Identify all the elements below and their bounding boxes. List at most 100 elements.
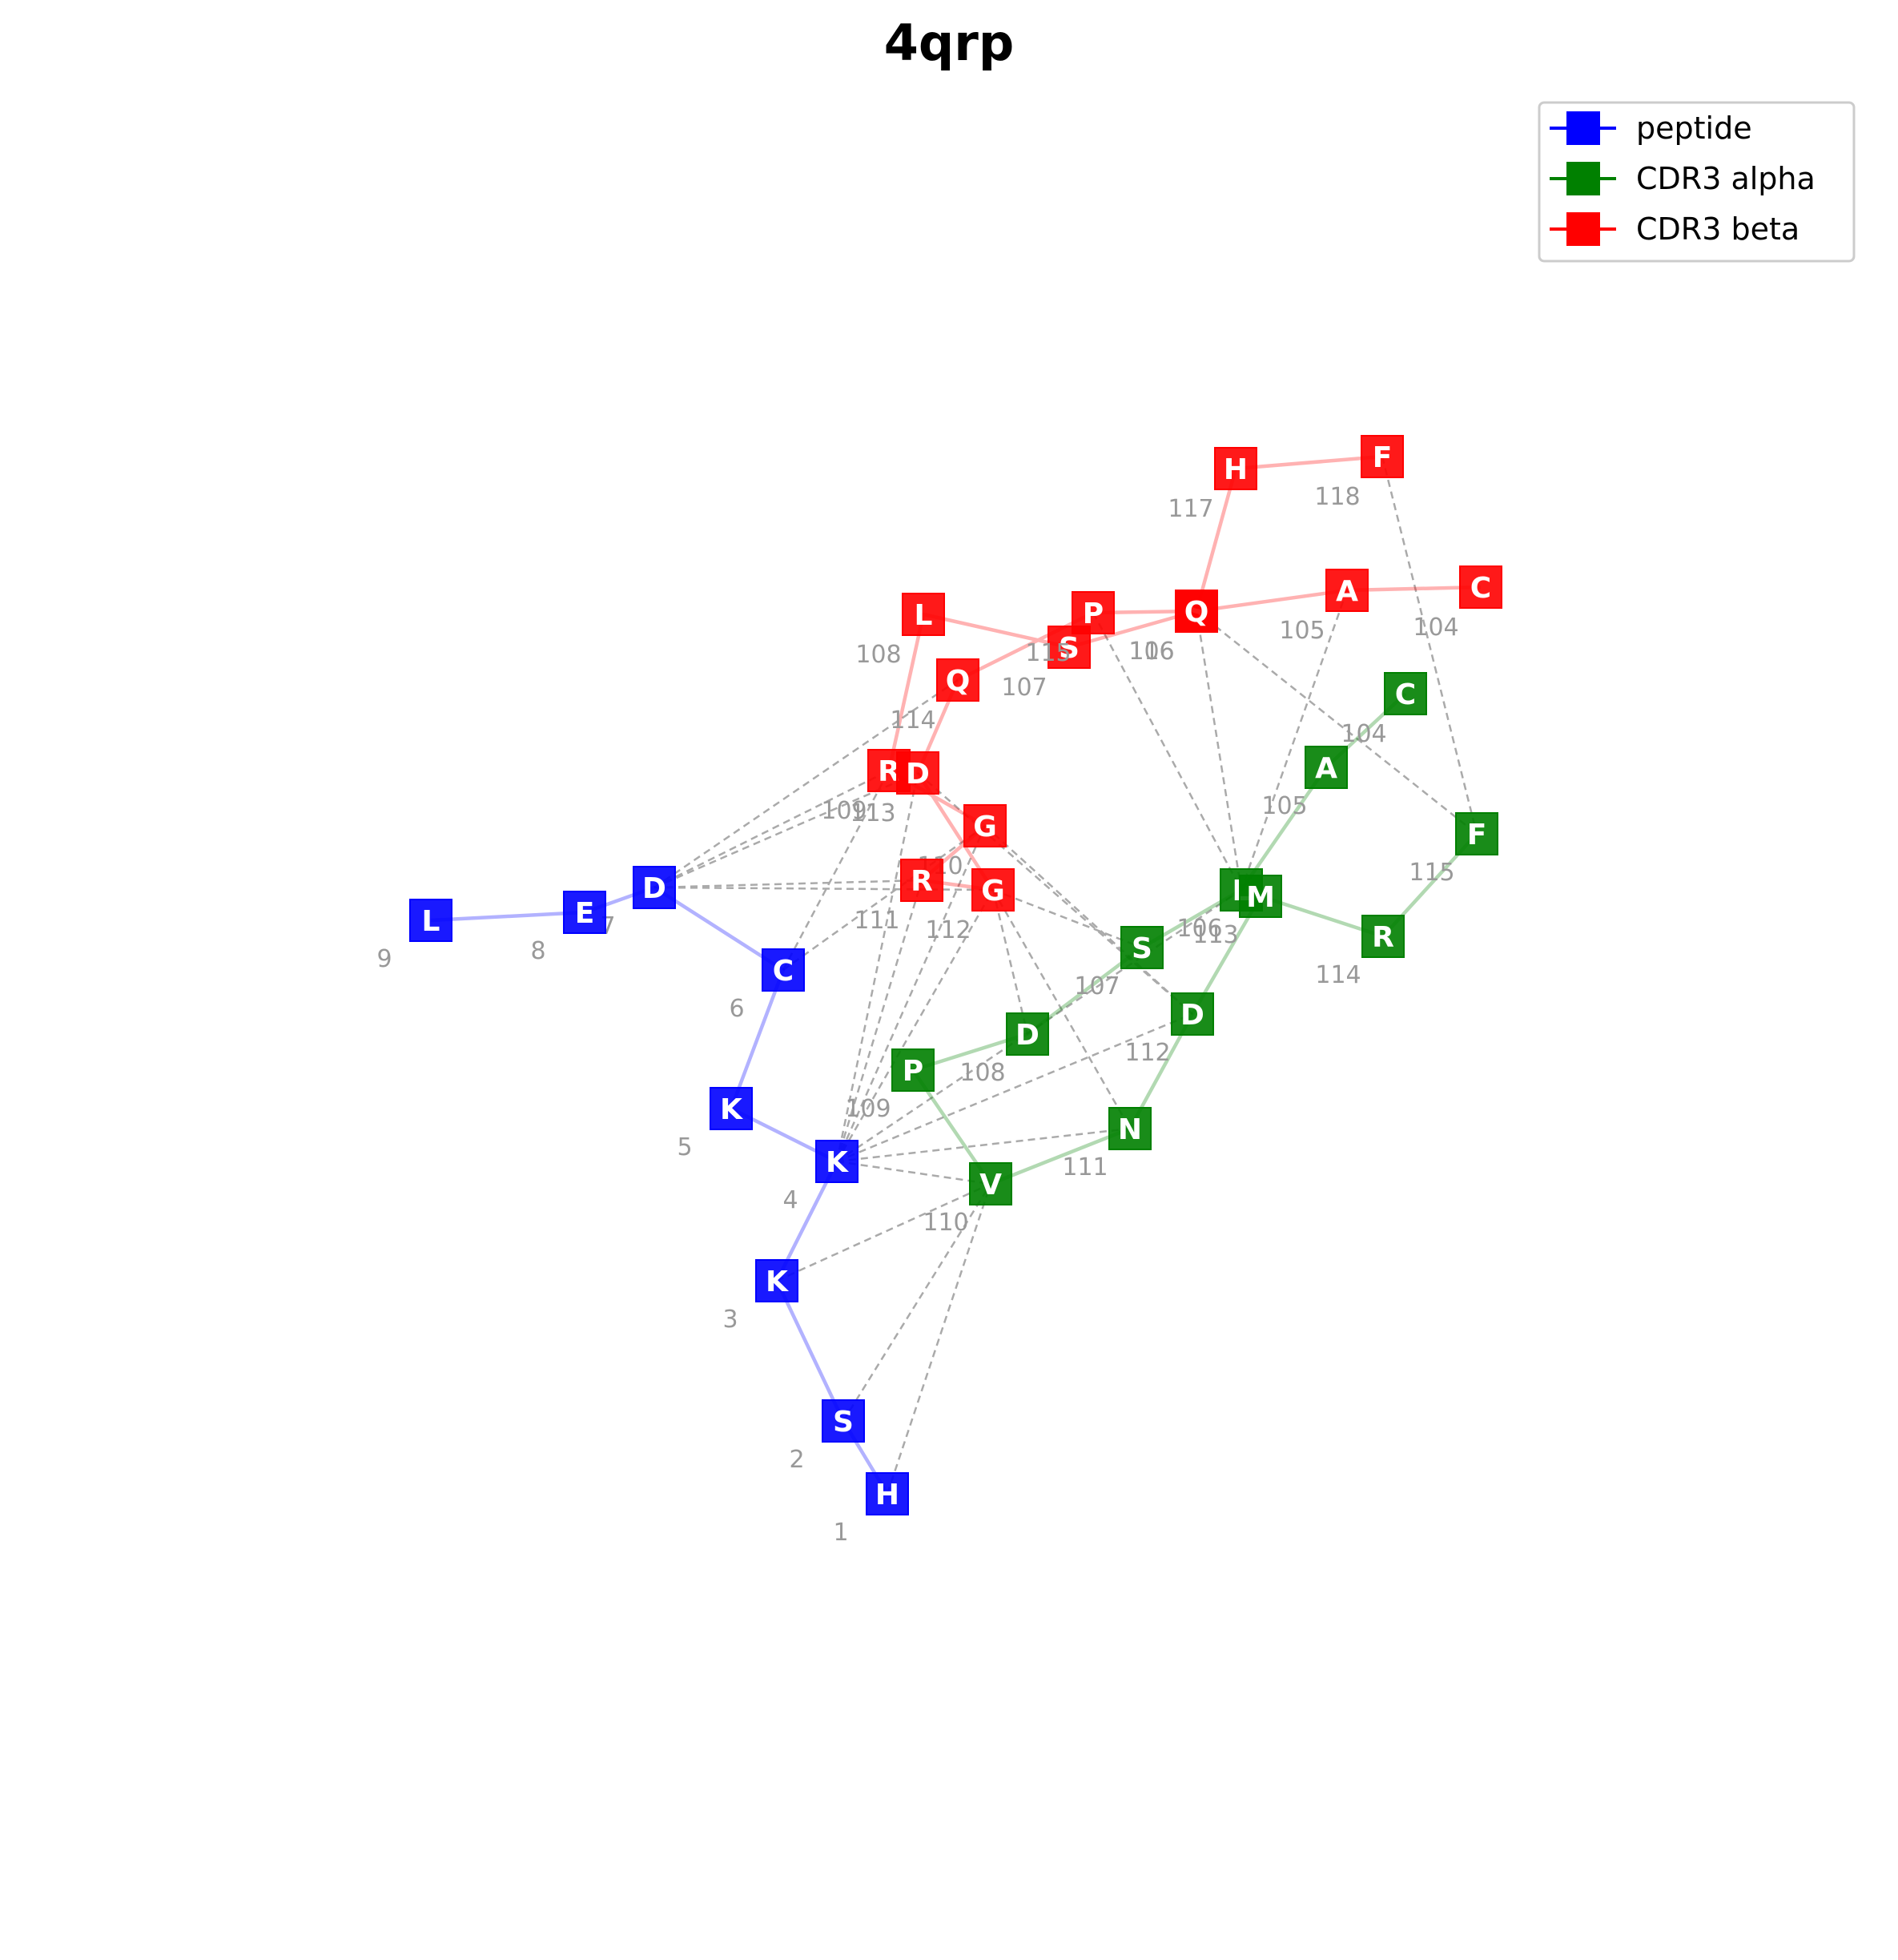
peptide-node-marker	[755, 1259, 798, 1302]
beta-node-marker	[1325, 569, 1369, 612]
alpha-node-marker	[1455, 812, 1498, 855]
beta-node-marker	[1072, 591, 1115, 634]
contact-edge-p2-a110	[842, 1183, 992, 1422]
alpha-residue-104: C 104	[1341, 672, 1427, 748]
contact-edge-b115-a106	[1092, 612, 1243, 891]
alpha-node-number: 110	[923, 1209, 968, 1237]
beta-residue-114: Q 114	[890, 658, 979, 734]
alpha-node-marker	[891, 1048, 935, 1092]
alpha-residue-105: A 105	[1261, 746, 1348, 820]
alpha-node-letter: P	[903, 1055, 923, 1088]
alpha-residue-113: M 113	[1192, 875, 1282, 949]
alpha-node-marker	[1361, 915, 1405, 958]
alpha-residue-111: N 111	[1062, 1107, 1152, 1181]
peptide-node-letter: D	[642, 872, 666, 905]
beta-node-marker	[1361, 435, 1404, 478]
contact-edge-p7-b114	[653, 678, 959, 889]
beta-node-marker	[936, 658, 979, 702]
beta-residue-118: F 118	[1314, 435, 1404, 511]
peptide-node-number: 8	[530, 937, 545, 965]
contact-edge-p4-b113	[835, 772, 919, 1162]
alpha-node-number: 108	[959, 1059, 1005, 1087]
legend-entry: CDR3 beta	[1550, 211, 1799, 247]
contact-edge-b116-a115	[1196, 610, 1478, 835]
alpha-node-letter: D	[1180, 999, 1204, 1032]
peptide-node-number: 4	[782, 1186, 798, 1214]
alpha-node-number: 107	[1074, 972, 1120, 1000]
peptide-node-letter: K	[766, 1266, 789, 1298]
peptide-residue-4: K4	[782, 1140, 859, 1214]
alpha-residue-108: D 108	[959, 1012, 1049, 1087]
alpha-node-marker	[1384, 672, 1427, 715]
beta-residue-105: A 105	[1279, 569, 1369, 645]
beta-node-letter: Q	[946, 665, 971, 698]
peptide-node-number: 2	[789, 1446, 804, 1474]
contact-edge-b110-a112	[984, 825, 1193, 1015]
beta-node-number: 115	[1025, 639, 1071, 667]
beta-node-number: 107	[1001, 674, 1047, 702]
alpha-node-letter: D	[1015, 1019, 1039, 1052]
peptide-node-letter: L	[422, 905, 440, 938]
contact-edge-p1-a110	[886, 1183, 992, 1495]
contact-edge-b118-a115	[1381, 456, 1478, 835]
peptide-residue-2: S2	[789, 1399, 865, 1474]
alpha-residue-107: S 107	[1074, 926, 1164, 1000]
beta-node-number: 111	[854, 907, 899, 935]
beta-residue-108: L 108	[855, 593, 945, 669]
legend-label: CDR3 alpha	[1636, 161, 1816, 196]
beta-node-letter: G	[981, 875, 1005, 908]
beta-node-marker	[896, 751, 939, 795]
beta-node-marker	[902, 593, 945, 636]
peptide-residue-9: L9	[376, 899, 452, 973]
legend-label: CDR3 beta	[1636, 211, 1799, 247]
contact-edge-b105-a106	[1240, 590, 1349, 891]
alpha-node-marker	[969, 1162, 1012, 1205]
contact-edge-p6-b110	[782, 824, 986, 972]
beta-residue-104: C 104	[1413, 565, 1502, 642]
peptide-node-marker	[710, 1087, 753, 1130]
beta-node-number: 109	[821, 797, 867, 825]
peptide-node-marker	[815, 1140, 859, 1183]
alpha-node-letter: M	[1246, 881, 1275, 914]
legend-frame	[1538, 101, 1856, 263]
peptide-node-letter: H	[875, 1479, 899, 1511]
alpha-residue-109: P 109	[845, 1048, 935, 1123]
beta-node-letter: S	[1059, 632, 1080, 665]
peptide-node-marker	[822, 1399, 865, 1443]
contact-edge-p4-a110	[836, 1160, 991, 1185]
contact-edge-p4-a111	[836, 1127, 1131, 1163]
peptide-node-number: 1	[833, 1519, 848, 1547]
beta-node-number: 117	[1168, 495, 1213, 523]
alpha-node-marker	[1305, 746, 1348, 789]
legend-marker	[1566, 162, 1600, 195]
alpha-node-number: 109	[845, 1095, 891, 1123]
contact-edge-p4-b111	[835, 879, 923, 1162]
alpha-node-marker	[1006, 1012, 1049, 1056]
peptide-node-letter: C	[773, 955, 794, 988]
alpha-node-number: 115	[1409, 859, 1454, 887]
alpha-residue-115: F 115	[1409, 812, 1498, 887]
beta-node-number: 104	[1413, 614, 1458, 642]
beta-node-letter: C	[1470, 572, 1491, 605]
beta-node-marker	[1459, 565, 1502, 609]
beta-node-number: 116	[1128, 638, 1174, 666]
legend-marker	[1566, 212, 1600, 246]
legend-entry: peptide	[1550, 111, 1752, 146]
contact-edges	[653, 456, 1478, 1495]
beta-node-marker	[1175, 590, 1218, 633]
beta-node-number: 113	[850, 799, 895, 827]
beta-node-letter: H	[1224, 453, 1248, 486]
legend: peptide CDR3 alpha CDR3 beta	[1538, 101, 1856, 263]
peptide-node-marker	[633, 866, 676, 909]
alpha-node-letter: V	[979, 1169, 1002, 1201]
peptide-residue-5: K5	[677, 1087, 753, 1161]
peptide-residue-1: H1	[833, 1472, 909, 1547]
alpha-node-number: 112	[1124, 1039, 1170, 1067]
alpha-node-letter: N	[1118, 1113, 1142, 1146]
contact-edge-b112-a108	[991, 889, 1029, 1035]
alpha-node-number: 113	[1192, 921, 1238, 949]
beta-node-letter: Q	[1184, 596, 1209, 629]
peptide-node-marker	[866, 1472, 909, 1515]
alpha-residue-114: R 114	[1315, 915, 1405, 989]
peptide-residue-6: C6	[729, 948, 805, 1023]
